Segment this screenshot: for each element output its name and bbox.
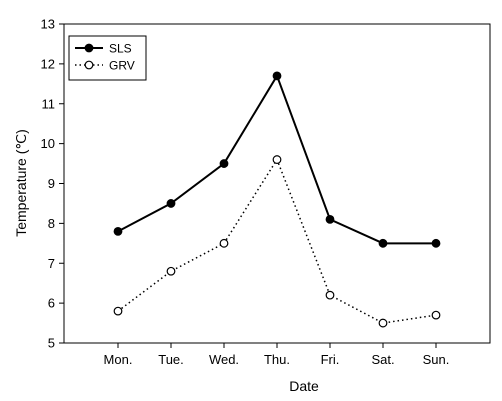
x-axis-title: Date xyxy=(289,378,319,394)
legend-label-sls: SLS xyxy=(109,42,132,56)
x-tick-label: Thu. xyxy=(264,352,290,367)
data-point-sls xyxy=(325,214,335,224)
x-tick-label: Tue. xyxy=(158,352,184,367)
axes-layer: 5 6 7 8 9 10 11 12 13 Mon. Tue. Wed. Thu. Fri. Sat. Sun… xyxy=(41,17,491,367)
y-tick-label: 11 xyxy=(42,96,56,111)
data-point-grv xyxy=(378,318,388,328)
x-tick-label: Sat. xyxy=(371,352,394,367)
x-tick-label: Sun. xyxy=(423,352,450,367)
x-tick-label: Mon. xyxy=(104,352,133,367)
data-point-sls xyxy=(431,238,441,248)
series-layer xyxy=(113,71,441,328)
data-point-grv xyxy=(219,238,229,248)
legend-marker-grv xyxy=(84,60,94,70)
data-point-grv xyxy=(113,306,123,316)
data-point-grv xyxy=(431,310,441,320)
y-tick-label: 6 xyxy=(48,296,55,311)
y-tick-label: 12 xyxy=(41,56,55,71)
data-point-sls xyxy=(378,238,388,248)
x-tick-label: Fri. xyxy=(321,352,340,367)
data-point-grv xyxy=(272,155,282,164)
data-point-sls xyxy=(219,159,229,168)
legend-label-grv: GRV xyxy=(109,59,135,73)
y-tick-label: 10 xyxy=(41,136,55,151)
y-axis-title: Temperature (℃) xyxy=(13,129,29,237)
data-point-sls xyxy=(272,71,282,81)
y-tick-label: 7 xyxy=(48,256,55,271)
legend-box xyxy=(68,35,147,81)
data-point-grv xyxy=(325,290,335,300)
legend-marker-sls xyxy=(84,43,94,53)
y-tick-label: 8 xyxy=(48,216,55,231)
x-tick-label: Wed. xyxy=(209,352,239,367)
series-line-grv xyxy=(117,157,437,324)
y-tick-label: 13 xyxy=(41,17,55,32)
y-tick-label: 9 xyxy=(48,176,55,191)
data-point-grv xyxy=(166,266,176,276)
data-point-sls xyxy=(113,226,123,236)
y-tick-label: 5 xyxy=(48,336,55,351)
legend: SLS GRV xyxy=(68,35,147,81)
data-point-sls xyxy=(166,199,176,208)
